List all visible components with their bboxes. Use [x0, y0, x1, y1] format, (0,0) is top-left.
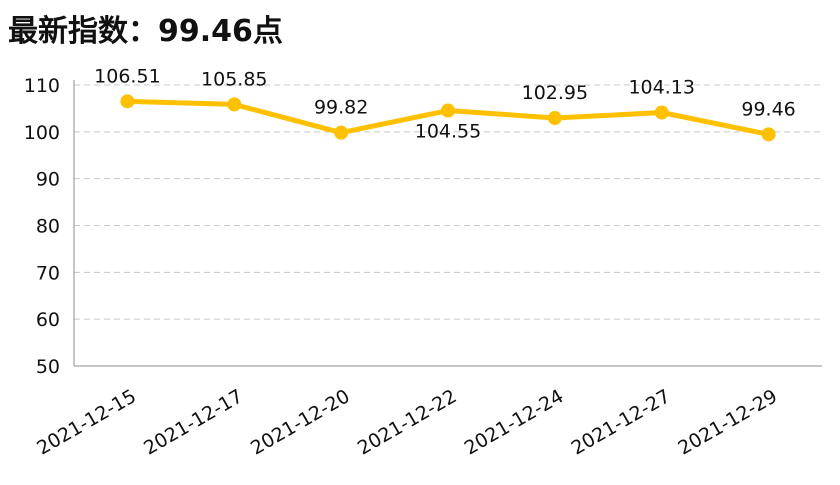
- axes: [73, 80, 822, 367]
- y-tick-label: 90: [36, 169, 60, 191]
- x-tick-label: 2021-12-29: [674, 385, 781, 459]
- gridlines: [74, 84, 822, 320]
- data-point: [227, 97, 242, 112]
- y-tick-label: 100: [24, 122, 60, 144]
- y-tick-label: 110: [24, 75, 60, 97]
- data-points: [120, 94, 776, 142]
- data-labels: 106.51 105.85 99.82 104.55 102.95 104.13 99.46: [94, 65, 796, 142]
- data-label: 104.55: [415, 121, 481, 143]
- x-tick-label: 2021-12-20: [247, 385, 354, 459]
- x-tick-label: 2021-12-24: [461, 385, 568, 459]
- data-label: 99.82: [314, 97, 368, 119]
- x-axis-ticks: 2021-12-15 2021-12-17 2021-12-20 2021-12-22…: [33, 385, 781, 459]
- data-point: [761, 127, 776, 142]
- y-axis-ticks: 50 60 70 80 90 100 110: [24, 75, 60, 378]
- y-tick-label: 70: [36, 262, 60, 284]
- data-point: [441, 103, 455, 118]
- x-tick-label: 2021-12-22: [354, 385, 461, 459]
- y-tick-label: 80: [36, 216, 60, 238]
- data-label: 105.85: [201, 68, 267, 90]
- data-label: 102.95: [522, 82, 588, 104]
- data-point: [120, 94, 135, 109]
- data-point: [654, 105, 669, 120]
- data-label: 106.51: [94, 65, 160, 87]
- y-tick-label: 50: [36, 356, 60, 378]
- data-point: [547, 111, 562, 126]
- data-point: [334, 125, 349, 140]
- data-label: 104.13: [628, 76, 694, 98]
- data-label: 99.46: [741, 98, 795, 120]
- y-tick-label: 60: [36, 309, 60, 331]
- x-tick-label: 2021-12-27: [568, 385, 675, 459]
- x-tick-label: 2021-12-17: [140, 385, 247, 459]
- x-tick-label: 2021-12-15: [33, 385, 140, 459]
- chart-title: 最新指数：99.46点: [8, 14, 283, 49]
